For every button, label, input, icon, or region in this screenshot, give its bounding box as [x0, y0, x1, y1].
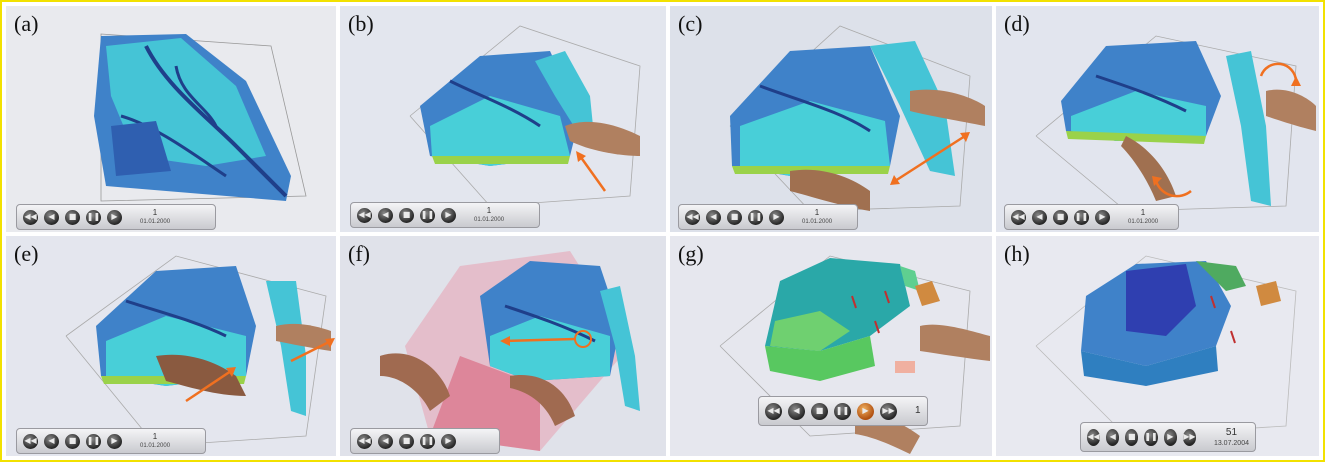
panel-a: (a) ◀◀ ◀ ■ ❚❚ ▶ 1 01.01.2000: [6, 6, 336, 232]
panel-f: (f) ◀◀ ◀ ■ ❚❚ ▶: [340, 236, 666, 456]
pause-icon[interactable]: ❚❚: [86, 209, 101, 225]
playback-toolbar: ◀◀ ◀ ■ ❚❚ ▶ 1 01.01.2000: [350, 202, 540, 228]
rewind-icon[interactable]: ◀◀: [23, 433, 38, 449]
panel-label: (e): [14, 241, 39, 266]
playback-toolbar: ◀◀ ◀ ■ ❚❚ ▶ 1 01.01.2000: [1004, 204, 1179, 230]
pause-icon[interactable]: ❚❚: [834, 402, 851, 420]
timestep-date: 01.01.2000: [1128, 219, 1159, 225]
panel-c: (c) ◀◀ ◀ ■ ❚❚ ▶ 1 01.01.2000: [670, 6, 992, 232]
timestep-date: 01.01.2000: [140, 219, 171, 225]
timestep-number: 51: [1225, 426, 1238, 438]
timestep-date: 01.01.2000: [474, 217, 505, 223]
panel-label: (d): [1004, 11, 1030, 36]
reservoir-3d-view[interactable]: [996, 6, 1319, 232]
rewind-icon[interactable]: ◀◀: [1011, 209, 1026, 225]
stop-icon[interactable]: ■: [65, 209, 80, 225]
panel-e: (e) ◀◀ ◀ ■ ❚❚ ▶ 1 01.01.2000: [6, 236, 336, 456]
step-back-icon[interactable]: ◀: [1106, 428, 1120, 446]
play-icon[interactable]: ▶: [1095, 209, 1110, 225]
step-back-icon[interactable]: ◀: [44, 209, 59, 225]
stop-icon[interactable]: ■: [727, 209, 742, 225]
pause-icon[interactable]: ❚❚: [1074, 209, 1089, 225]
timestep-readout: 1 01.01.2000: [474, 206, 505, 224]
pause-icon[interactable]: ❚❚: [748, 209, 763, 225]
step-back-icon[interactable]: ◀: [44, 433, 59, 449]
pause-icon[interactable]: ❚❚: [420, 207, 435, 223]
reservoir-3d-view[interactable]: [340, 6, 666, 232]
panel-h: (h) ◀◀ ◀ ■ ❚❚ ▶ ▶▶ 51 13.07.2004: [996, 236, 1319, 456]
panel-label: (b): [348, 11, 374, 36]
rewind-icon[interactable]: ◀◀: [765, 402, 782, 420]
step-back-icon[interactable]: ◀: [706, 209, 721, 225]
playback-toolbar: ◀◀ ◀ ■ ❚❚ ▶ 1 01.01.2000: [678, 204, 858, 230]
fast-forward-icon[interactable]: ▶▶: [880, 402, 897, 420]
play-icon[interactable]: ▶: [857, 402, 874, 420]
pause-icon[interactable]: ❚❚: [86, 433, 101, 449]
timestep-number: 1: [486, 206, 492, 215]
panel-label: (h): [1004, 241, 1030, 266]
timestep-date: 01.01.2000: [802, 219, 833, 225]
reservoir-3d-view[interactable]: [670, 6, 992, 232]
reservoir-top-view[interactable]: [6, 6, 336, 232]
playback-toolbar: ◀◀ ◀ ■ ❚❚ ▶ 1 01.01.2000: [16, 204, 216, 230]
play-icon[interactable]: ▶: [1163, 428, 1177, 446]
timestep-number: 1: [915, 405, 921, 416]
fast-forward-icon[interactable]: ▶▶: [1182, 428, 1196, 446]
step-back-icon[interactable]: ◀: [378, 433, 393, 449]
timestep-readout: 1: [915, 406, 921, 416]
panel-g: (g) ◀◀ ◀ ■ ❚❚ ▶ ▶▶ 1: [670, 236, 992, 456]
step-back-icon[interactable]: ◀: [378, 207, 393, 223]
playback-toolbar: ◀◀ ◀ ■ ❚❚ ▶: [350, 428, 500, 454]
timestep-readout: 1 01.01.2000: [140, 432, 171, 450]
playback-toolbar: ◀◀ ◀ ■ ❚❚ ▶ 1 01.01.2000: [16, 428, 206, 454]
step-back-icon[interactable]: ◀: [788, 402, 805, 420]
playback-toolbar: ◀◀ ◀ ■ ❚❚ ▶ ▶▶ 1: [758, 396, 928, 426]
step-back-icon[interactable]: ◀: [1032, 209, 1047, 225]
rewind-icon[interactable]: ◀◀: [1087, 428, 1101, 446]
panel-label: (a): [14, 11, 39, 36]
timestep-readout: 1 01.01.2000: [802, 208, 833, 226]
stop-icon[interactable]: ■: [1125, 428, 1139, 446]
timestep-number: 1: [152, 208, 158, 217]
timestep-number: 1: [814, 208, 820, 217]
timestep-readout: 1 01.01.2000: [140, 208, 171, 226]
play-icon[interactable]: ▶: [769, 209, 784, 225]
reservoir-3d-view[interactable]: [6, 236, 336, 456]
reservoir-3d-view[interactable]: [996, 236, 1319, 456]
pause-icon[interactable]: ❚❚: [420, 433, 435, 449]
play-icon[interactable]: ▶: [441, 433, 456, 449]
rewind-icon[interactable]: ◀◀: [357, 433, 372, 449]
timestep-number: 1: [152, 432, 158, 441]
play-icon[interactable]: ▶: [441, 207, 456, 223]
timestep-readout: 51 13.07.2004: [1213, 426, 1249, 447]
panel-label: (c): [678, 11, 703, 36]
timestep-date: 01.01.2000: [140, 443, 171, 449]
stop-icon[interactable]: ■: [1053, 209, 1068, 225]
stop-icon[interactable]: ■: [399, 207, 414, 223]
stop-icon[interactable]: ■: [811, 402, 828, 420]
play-icon[interactable]: ▶: [107, 209, 122, 225]
rewind-icon[interactable]: ◀◀: [23, 209, 38, 225]
panel-label: (g): [678, 241, 704, 266]
rewind-icon[interactable]: ◀◀: [685, 209, 700, 225]
timestep-number: 1: [1140, 208, 1146, 217]
timestep-readout: 1 01.01.2000: [1128, 208, 1159, 226]
playback-toolbar: ◀◀ ◀ ■ ❚❚ ▶ ▶▶ 51 13.07.2004: [1080, 422, 1256, 452]
panel-d: (d) ◀◀ ◀ ■ ❚❚ ▶ 1 01.01.2000: [996, 6, 1319, 232]
timestep-date: 13.07.2004: [1213, 439, 1249, 447]
stop-icon[interactable]: ■: [65, 433, 80, 449]
stop-icon[interactable]: ■: [399, 433, 414, 449]
play-icon[interactable]: ▶: [107, 433, 122, 449]
reservoir-3d-view[interactable]: [340, 236, 666, 456]
panel-b: (b) ◀◀ ◀ ■ ❚❚ ▶ 1 01.01.2000: [340, 6, 666, 232]
pause-icon[interactable]: ❚❚: [1144, 428, 1158, 446]
rewind-icon[interactable]: ◀◀: [357, 207, 372, 223]
panel-label: (f): [348, 241, 370, 266]
